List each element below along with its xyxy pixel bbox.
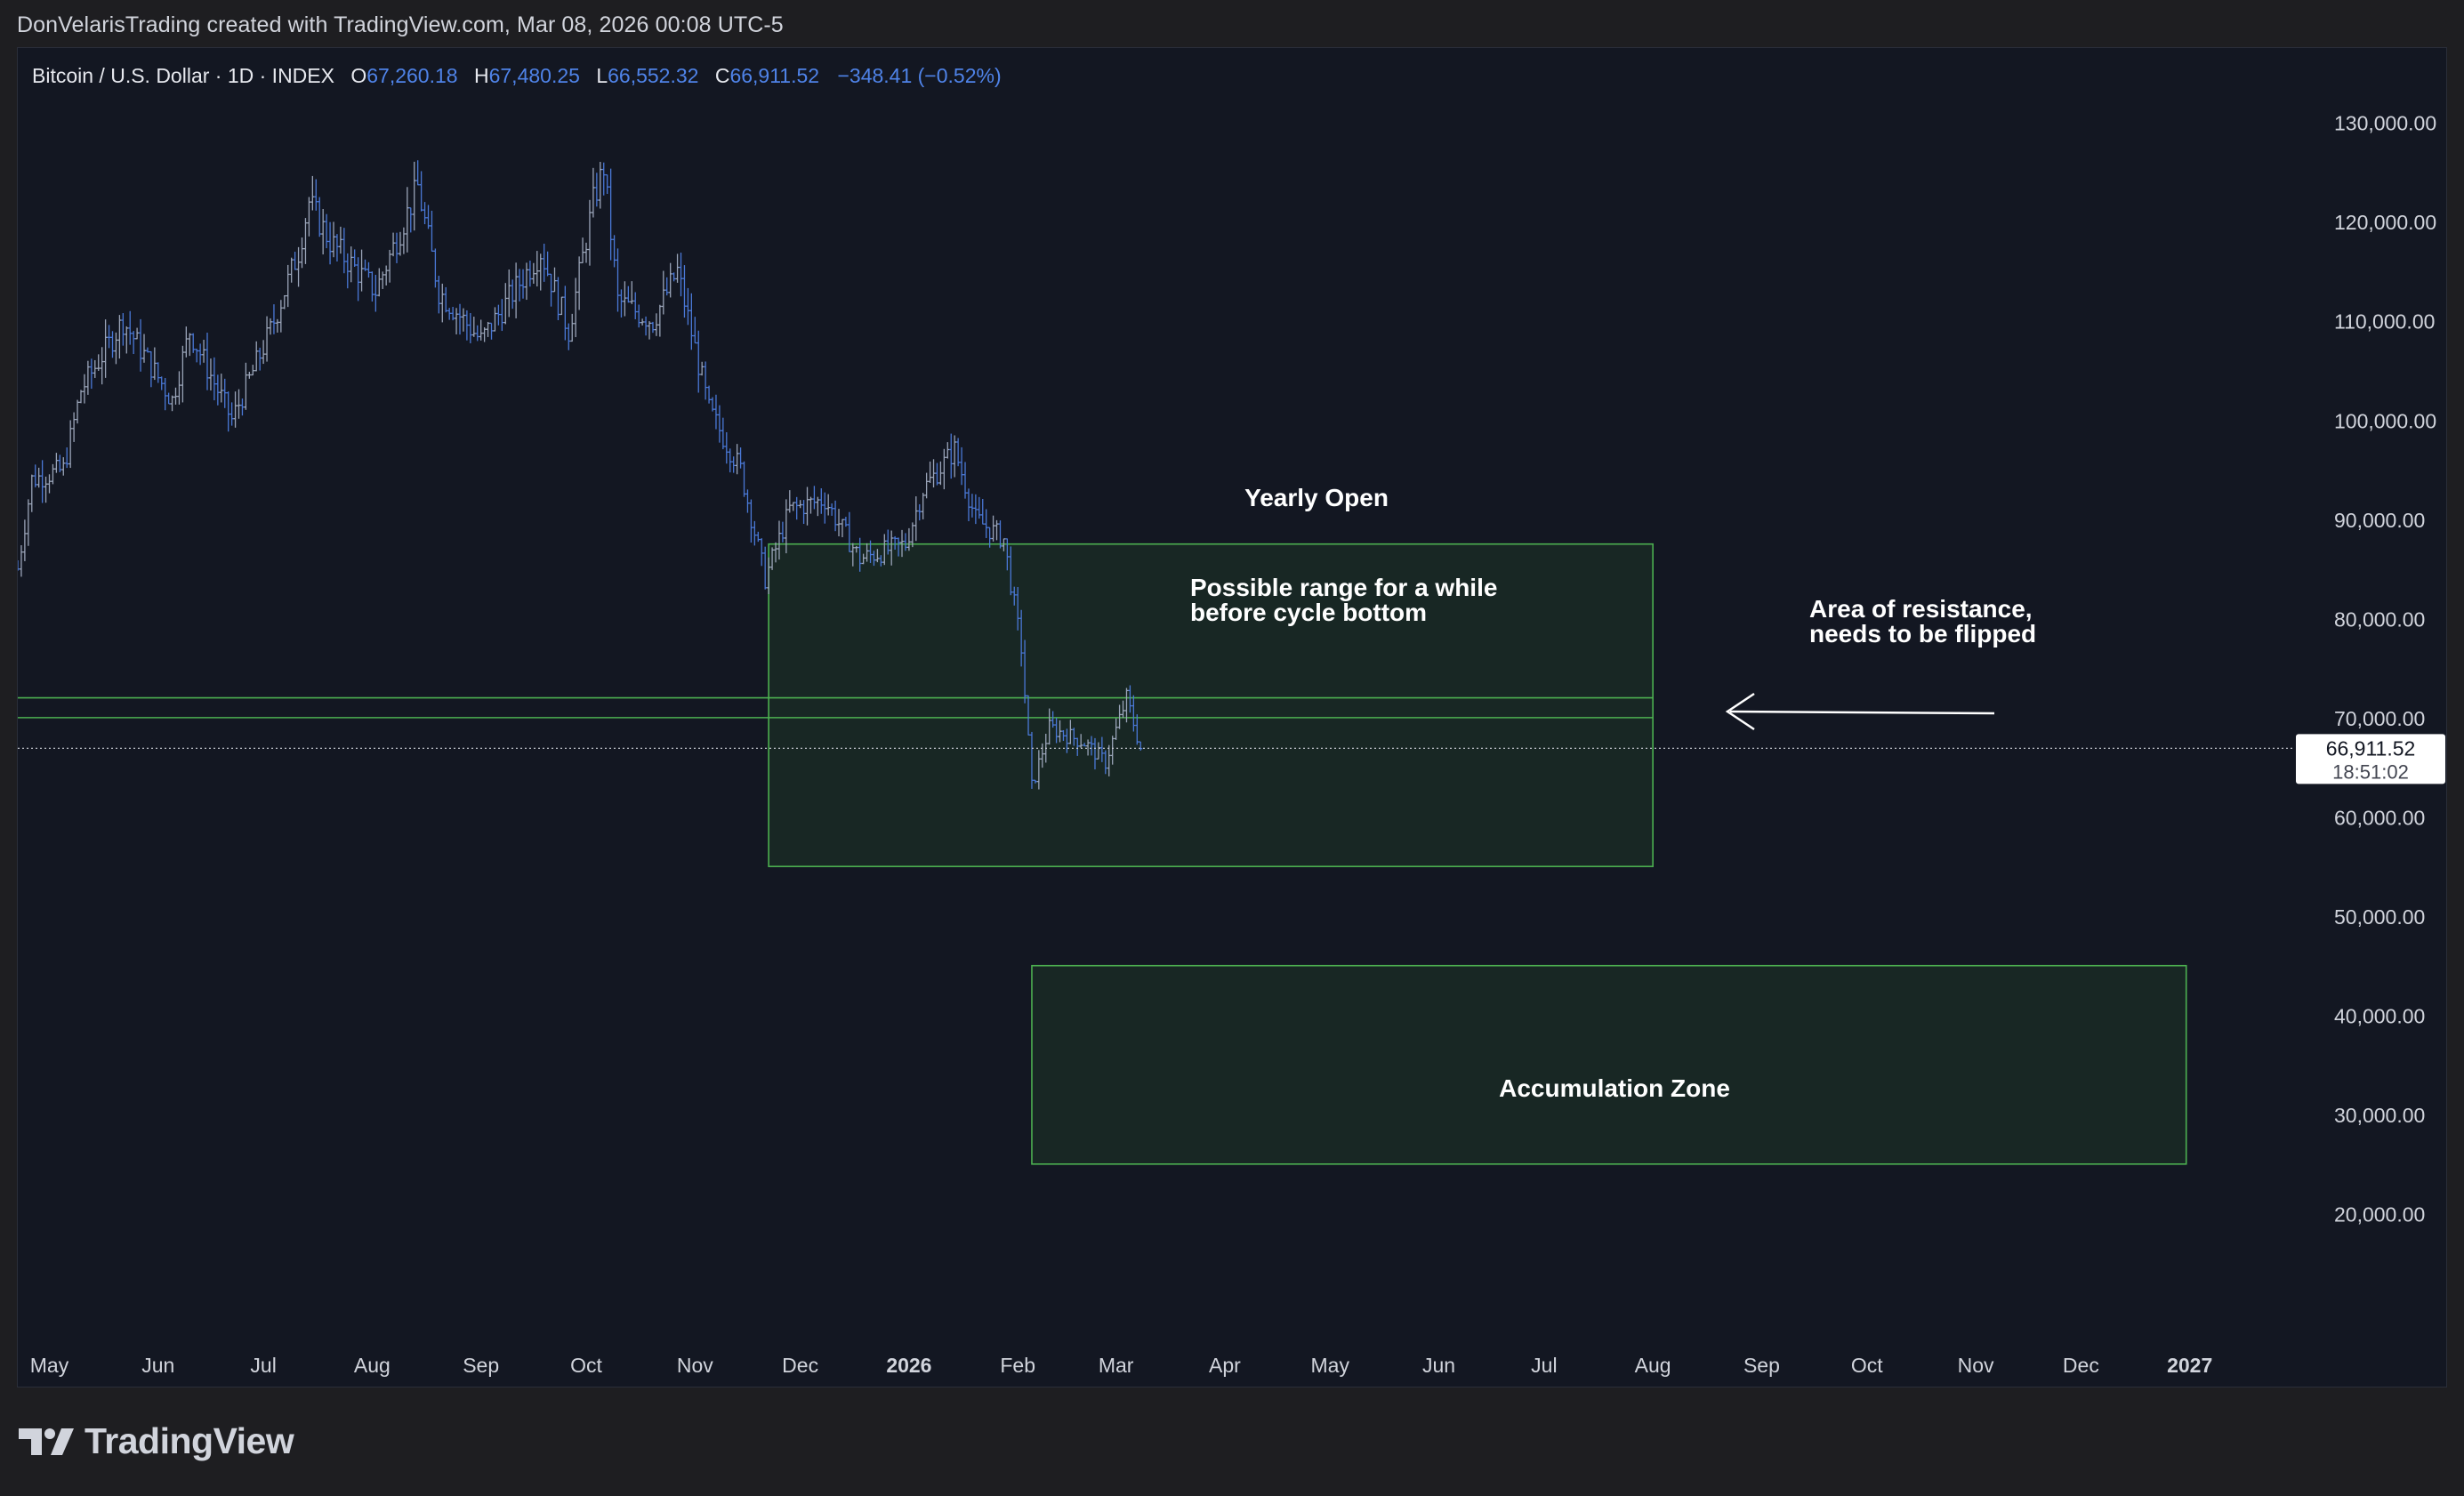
yearly-open-label: Yearly Open [1244, 484, 1389, 511]
y-axis-tick-label: 20,000.00 [2334, 1203, 2425, 1227]
x-axis-tick-label: May [30, 1354, 69, 1377]
close-value: 66,911.52 [729, 64, 820, 87]
x-axis-tick-label: Jun [141, 1354, 174, 1377]
y-axis-tick-label: 120,000.00 [2334, 211, 2436, 234]
x-axis-tick-label: May [1311, 1354, 1350, 1377]
x-axis-tick-label: Dec [2063, 1354, 2099, 1377]
tradingview-logo[interactable]: TradingView [19, 1420, 294, 1462]
accumulation-zone [1031, 964, 2187, 1165]
symbol-title[interactable]: Bitcoin / U.S. Dollar · 1D · INDEX [32, 64, 334, 87]
x-axis-tick-label: Oct [570, 1354, 602, 1377]
open-value: 67,260.18 [366, 64, 458, 87]
chart-attribution: DonVelarisTrading created with TradingVi… [17, 12, 784, 37]
x-axis-tick-label: Mar [1099, 1354, 1134, 1377]
y-axis-tick-label: 80,000.00 [2334, 607, 2425, 631]
tradingview-wordmark: TradingView [85, 1420, 294, 1461]
x-axis-tick-label: Nov [677, 1354, 713, 1377]
y-axis-tick-label: 30,000.00 [2334, 1104, 2425, 1127]
possible-range-label: before cycle bottom [1190, 599, 1427, 626]
y-axis-tick-label: 110,000.00 [2334, 310, 2435, 334]
resistance-arrow-head [1725, 692, 1755, 731]
chart-canvas[interactable]: Yearly Open Possible range for a whilebef… [18, 48, 2447, 1387]
x-axis-tick-label: Jul [250, 1354, 276, 1377]
x-axis-tick-label: Jun [1422, 1354, 1455, 1377]
y-axis-tick-label: 90,000.00 [2334, 509, 2425, 532]
x-axis-tick-label: Oct [1851, 1354, 1883, 1377]
low-value: 66,552.32 [608, 64, 699, 87]
last-price-tag [2296, 734, 2445, 784]
resistance-arrow [1729, 710, 1995, 715]
x-axis-tick-label: Sep [463, 1354, 499, 1377]
x-axis-tick-label: Dec [782, 1354, 818, 1377]
bar-countdown: 18:51:02 [2332, 760, 2409, 783]
x-axis-tick-label: Feb [1000, 1354, 1035, 1377]
resistance-label: Area of resistance, [1809, 595, 2033, 623]
possible-range-zone [768, 543, 1654, 867]
y-axis-tick-label: 50,000.00 [2334, 905, 2425, 929]
resistance-label: needs to be flipped [1809, 620, 2036, 647]
high-value: 67,480.25 [488, 64, 580, 87]
accumulation-zone-label: Accumulation Zone [1499, 1074, 1730, 1102]
y-axis-tick-label: 100,000.00 [2334, 409, 2436, 432]
x-axis-tick-label: Aug [354, 1354, 391, 1377]
y-axis-tick-label: 40,000.00 [2334, 1005, 2425, 1028]
y-axis-tick-label: 130,000.00 [2334, 112, 2436, 135]
possible-range-label: Possible range for a while [1190, 574, 1497, 601]
x-axis-tick-label: Aug [1635, 1354, 1671, 1377]
x-axis-tick-label: Jul [1531, 1354, 1557, 1377]
open-label: O [350, 64, 367, 87]
low-label: L [596, 64, 608, 87]
change-value: −348.41 (−0.52%) [837, 64, 1002, 87]
last-price-value: 66,911.52 [2326, 736, 2416, 760]
x-axis-tick-label: 2026 [886, 1354, 931, 1377]
close-label: C [714, 64, 730, 87]
symbol-legend: Bitcoin / U.S. Dollar · 1D · INDEX O67,2… [32, 64, 1002, 88]
x-axis-tick-label: 2027 [2167, 1354, 2212, 1377]
x-axis-tick-label: Apr [1209, 1354, 1241, 1377]
tradingview-logo-icon [19, 1428, 74, 1455]
high-label: H [473, 64, 489, 87]
x-axis-tick-label: Sep [1743, 1354, 1780, 1377]
y-axis-tick-label: 60,000.00 [2334, 806, 2425, 829]
y-axis-tick-label: 70,000.00 [2334, 707, 2425, 730]
x-axis-tick-label: Nov [1958, 1354, 1994, 1377]
chart-pane[interactable]: Yearly Open Possible range for a while bef… [17, 47, 2447, 1387]
